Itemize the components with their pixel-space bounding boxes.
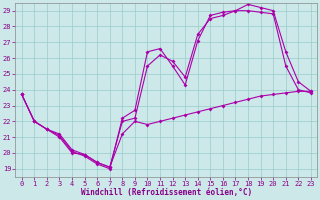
X-axis label: Windchill (Refroidissement éolien,°C): Windchill (Refroidissement éolien,°C) xyxy=(81,188,252,197)
